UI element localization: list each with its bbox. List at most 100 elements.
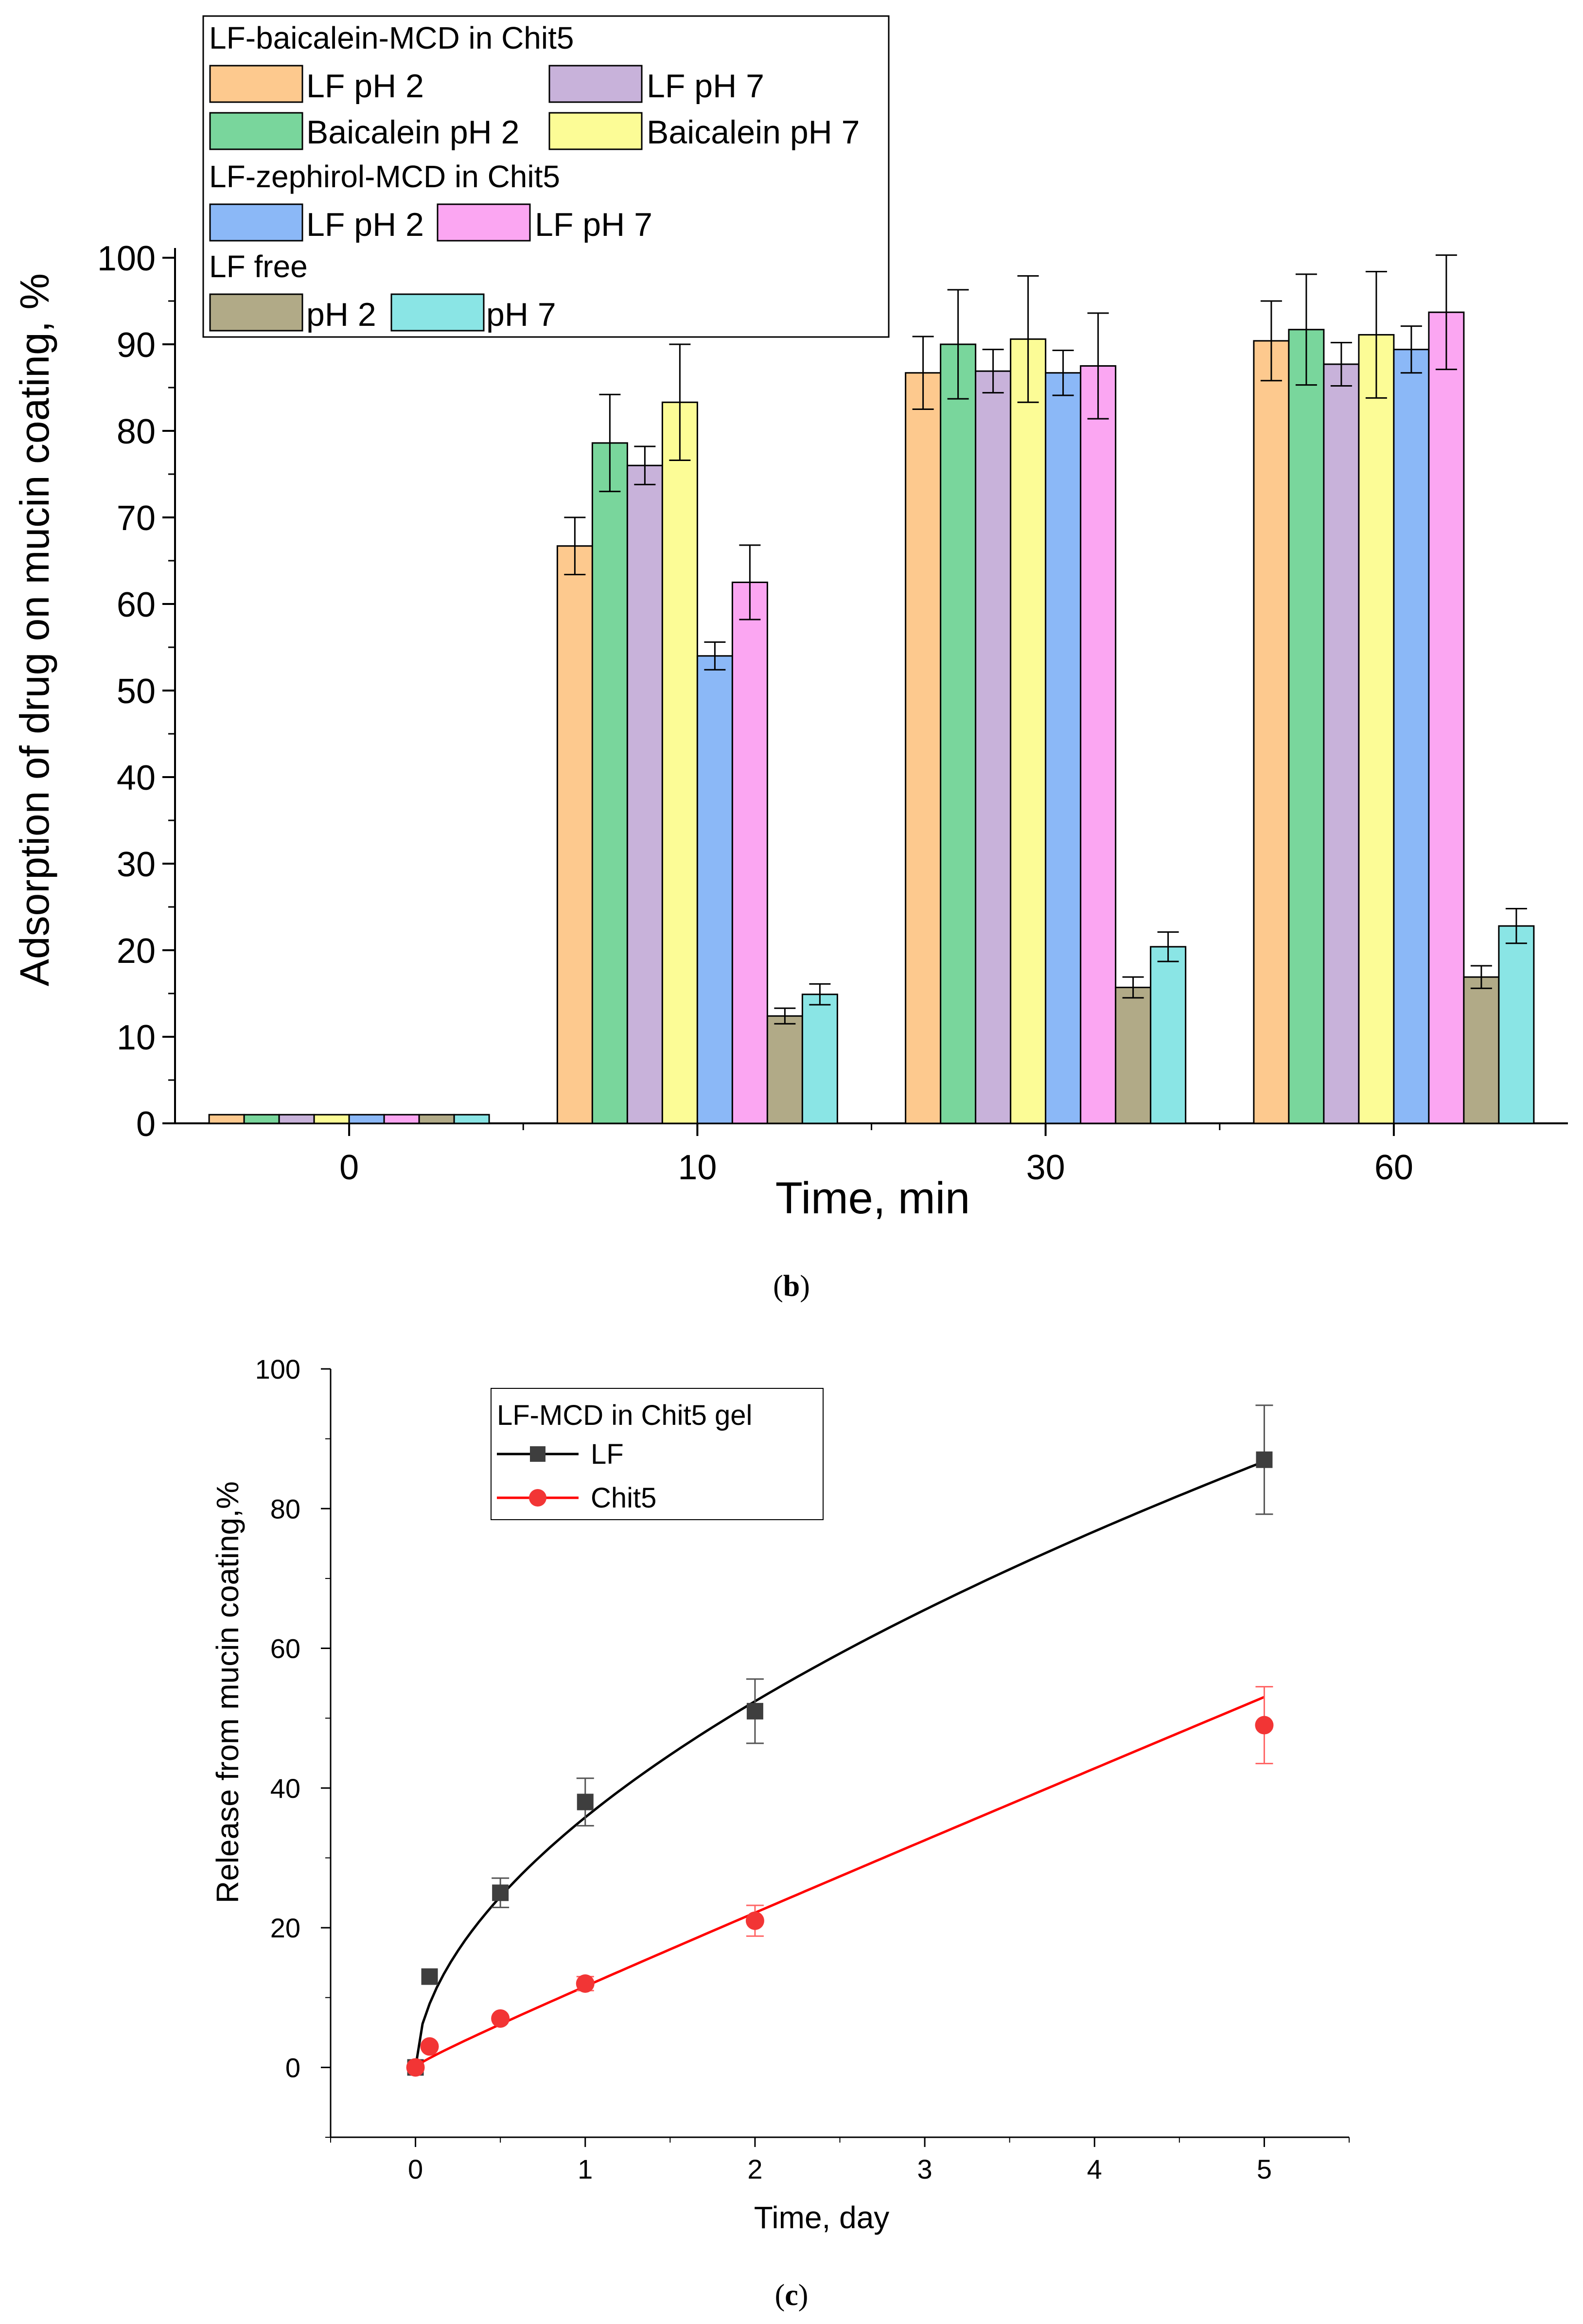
bar <box>208 1114 245 1124</box>
bar <box>975 370 1012 1124</box>
bar <box>696 655 733 1124</box>
bar <box>1010 338 1047 1124</box>
bar <box>1428 311 1465 1124</box>
chart-c-axes <box>321 1368 1350 2147</box>
legend-entry-label: pH 2 <box>306 296 376 333</box>
legend-swatch-lf-ph2-baicalein <box>209 65 303 103</box>
chart-c-legend: LF-MCD in Chit5 gel LF Chit5 <box>491 1388 824 1520</box>
bar <box>940 343 977 1124</box>
bar <box>1115 987 1152 1124</box>
chart-c-caption: (c) <box>775 2279 809 2312</box>
chart-b-legend: LF-baicalein-MCD in Chit5 LF pH 2 LF pH … <box>202 15 890 338</box>
data-point <box>406 2058 425 2077</box>
legend-entry-lf: LF <box>591 1438 624 1470</box>
y-tick-label: 0 <box>136 1105 156 1144</box>
data-point <box>746 1703 763 1720</box>
data-point <box>491 2009 510 2028</box>
legend-swatch-baicalein-ph7 <box>548 112 643 150</box>
legend-group-title: LF-zephirol-MCD in Chit5 <box>209 159 560 194</box>
legend-group-title: LF-baicalein-MCD in Chit5 <box>209 20 574 55</box>
x-tick-label: 60 <box>1374 1148 1413 1187</box>
legend-marker-circle-icon <box>529 1489 546 1507</box>
y-tick-label: 90 <box>117 326 156 365</box>
y-tick-label: 40 <box>117 759 156 798</box>
y-tick-label: 30 <box>117 845 156 884</box>
y-tick-label: 20 <box>117 932 156 971</box>
y-tick-label: 100 <box>255 1354 300 1384</box>
y-tick-label: 0 <box>285 2052 300 2083</box>
legend-entry-label: LF pH 2 <box>306 68 424 105</box>
legend-swatch-baicalein-ph2 <box>209 112 303 150</box>
legend-entry-label: LF pH 2 <box>306 206 424 243</box>
y-tick-label: 80 <box>270 1493 300 1524</box>
chart-c-ylabel: Release from mucin coating,% <box>210 1481 245 1903</box>
caption-close: ) <box>800 1270 810 1303</box>
legend-entry-label: LF pH 7 <box>535 206 652 243</box>
caption-letter: c <box>785 2279 798 2312</box>
bar <box>418 1114 455 1124</box>
y-tick-label: 70 <box>117 499 156 538</box>
bar <box>731 582 768 1124</box>
data-point <box>577 1793 594 1810</box>
y-tick-label: 60 <box>117 585 156 624</box>
chart-c-series <box>406 1404 1274 2077</box>
chart-b-y-tick-labels: 0 10 20 30 40 50 60 70 80 90 100 <box>97 239 156 1144</box>
bar <box>591 442 628 1124</box>
data-point <box>745 1911 764 1930</box>
x-tick-label: 0 <box>408 2154 423 2184</box>
y-tick-label: 50 <box>117 672 156 711</box>
x-tick-label: 4 <box>1087 2154 1102 2184</box>
x-tick-label: 5 <box>1257 2154 1272 2184</box>
bar <box>1150 946 1187 1124</box>
data-point <box>420 2037 439 2056</box>
caption-close: ) <box>798 2279 809 2312</box>
y-tick-label: 100 <box>97 239 156 278</box>
y-tick-label: 20 <box>270 1913 300 1943</box>
bar <box>1498 925 1535 1124</box>
bar <box>383 1114 420 1124</box>
legend-swatch-lf-ph7-zephirol <box>437 203 531 242</box>
chart-b-x-tick-labels: 0 10 30 60 <box>339 1148 1413 1187</box>
legend-marker-square-icon <box>530 1446 545 1462</box>
x-tick-label: 10 <box>678 1148 717 1187</box>
caption-open: ( <box>775 2279 785 2312</box>
chart-c-xlabel: Time, day <box>754 2200 890 2235</box>
series-line <box>415 1696 1265 2069</box>
bar <box>1253 340 1290 1124</box>
data-point <box>576 1974 595 1993</box>
data-point <box>1256 1451 1273 1468</box>
x-tick-label: 2 <box>747 2154 762 2184</box>
bar <box>1045 372 1082 1124</box>
legend-entry-label: Baicalein pH 7 <box>647 114 860 151</box>
data-point <box>421 1968 438 1985</box>
bar <box>453 1114 490 1124</box>
y-tick-label: 60 <box>270 1633 300 1664</box>
legend-swatch-lf-free-ph2 <box>209 293 303 332</box>
x-tick-label: 3 <box>917 2154 932 2184</box>
legend-entry-label: pH 7 <box>486 296 556 333</box>
bar <box>1463 976 1500 1124</box>
legend-swatch-lf-ph2-zephirol <box>209 203 303 242</box>
bar <box>278 1114 315 1124</box>
chart-b: 0 10 20 30 40 50 60 70 80 90 100 0 10 30 60 Adsorptio… <box>12 15 1568 1303</box>
bar <box>243 1114 280 1124</box>
bar <box>1288 329 1325 1124</box>
chart-c-x-tick-labels: 0 1 2 3 4 5 <box>408 2154 1272 2184</box>
y-tick-label: 40 <box>270 1773 300 1804</box>
x-tick-label: 1 <box>578 2154 593 2184</box>
bar <box>1080 365 1117 1124</box>
data-point <box>1255 1716 1274 1735</box>
bar <box>905 372 942 1124</box>
chart-b-bars <box>208 254 1535 1124</box>
caption-open: ( <box>773 1270 783 1303</box>
legend-swatch-lf-ph7-baicalein <box>548 65 643 103</box>
chart-c-legend-title: LF-MCD in Chit5 gel <box>497 1400 752 1431</box>
chart-b-xlabel: Time, min <box>775 1173 970 1223</box>
bar <box>313 1114 350 1124</box>
bar <box>1323 363 1360 1124</box>
chart-b-legend-box <box>202 15 890 338</box>
bar <box>556 545 593 1124</box>
bar <box>1393 349 1430 1124</box>
legend-entry-chit5: Chit5 <box>591 1482 656 1514</box>
